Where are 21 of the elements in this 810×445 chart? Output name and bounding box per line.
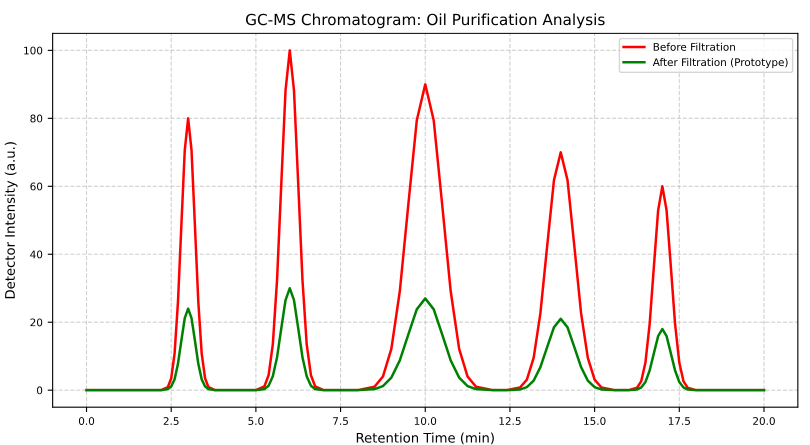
x-tick-label: 5.0	[248, 417, 264, 425]
legend-label: After Filtration (Prototype)	[652, 58, 788, 68]
y-tick-label: 0	[36, 386, 42, 394]
legend-label: Before Filtration	[654, 42, 735, 51]
y-tick-label: 80	[30, 114, 42, 122]
y-tick-label: 20	[30, 318, 42, 326]
x-tick-label: 20.0	[753, 417, 775, 425]
x-tick-label: 0.0	[78, 417, 94, 425]
y-tick-label: 40	[30, 250, 42, 258]
x-tick-label: 15.0	[584, 417, 606, 425]
x-tick-label: 2.5	[164, 417, 179, 425]
y-axis-title: Detector Intensity (a.u.)	[4, 142, 18, 298]
x-tick-label: 12.5	[499, 417, 521, 425]
x-tick-label: 10.0	[414, 417, 436, 425]
x-tick-label: 17.5	[668, 417, 690, 425]
x-axis-title: Retention Time (min)	[356, 432, 494, 444]
y-tick-label: 100	[24, 46, 42, 54]
x-tick-label: 7.5	[333, 417, 348, 425]
line-series	[85, 286, 766, 392]
y-tick-label: 60	[30, 182, 42, 190]
chart-title: GC-MS Chromatogram: Oil Purification Analysis	[246, 13, 605, 28]
